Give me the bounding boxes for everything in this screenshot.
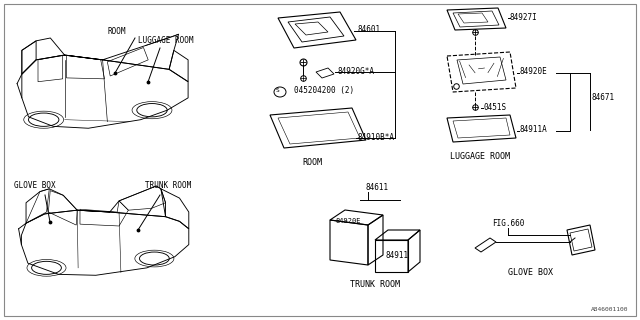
Text: 84920E: 84920E bbox=[519, 68, 547, 76]
Text: 84601: 84601 bbox=[358, 26, 381, 35]
Text: 84911A: 84911A bbox=[519, 125, 547, 134]
Text: 84927I: 84927I bbox=[510, 12, 538, 21]
Text: GLOVE BOX: GLOVE BOX bbox=[508, 268, 552, 277]
Text: A846001100: A846001100 bbox=[591, 307, 628, 312]
Text: 84671: 84671 bbox=[592, 93, 615, 102]
Text: LUGGAGE ROOM: LUGGAGE ROOM bbox=[450, 152, 510, 161]
Text: 84920G*A: 84920G*A bbox=[337, 67, 374, 76]
Text: ROOM: ROOM bbox=[302, 158, 322, 167]
Text: LUGGAGE ROOM: LUGGAGE ROOM bbox=[138, 36, 193, 45]
Text: 84611: 84611 bbox=[365, 183, 388, 192]
Text: FIG.660: FIG.660 bbox=[492, 219, 524, 228]
Text: 84911: 84911 bbox=[385, 251, 408, 260]
Text: ROOM: ROOM bbox=[108, 27, 127, 36]
Text: 84920E: 84920E bbox=[336, 218, 362, 224]
Text: TRUNK ROOM: TRUNK ROOM bbox=[350, 280, 400, 289]
Text: S: S bbox=[276, 89, 280, 93]
Text: 84910B*A: 84910B*A bbox=[358, 133, 395, 142]
Text: 045204200 (2): 045204200 (2) bbox=[294, 86, 354, 95]
Text: GLOVE BOX: GLOVE BOX bbox=[14, 181, 56, 190]
Text: TRUNK ROOM: TRUNK ROOM bbox=[145, 181, 191, 190]
Text: 0451S: 0451S bbox=[483, 102, 506, 111]
